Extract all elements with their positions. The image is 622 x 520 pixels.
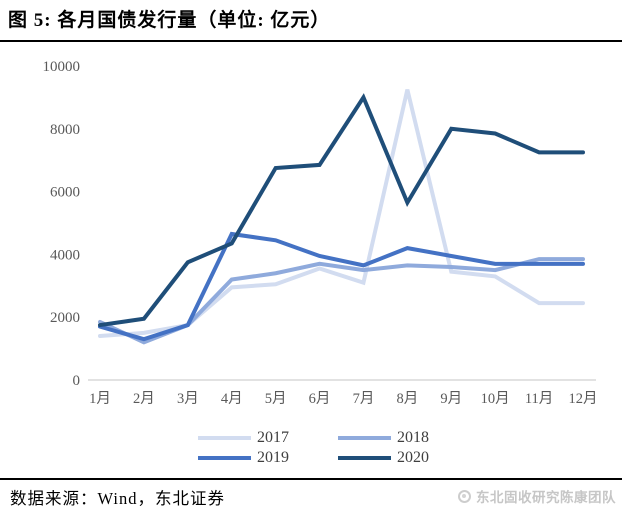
y-axis-tick-label: 8000 — [50, 122, 80, 138]
x-axis-tick-label: 5月 — [265, 391, 287, 407]
x-axis-tick-label: 8月 — [396, 391, 418, 407]
x-axis-tick-label: 1月 — [89, 391, 111, 407]
legend-label-2020: 2020 — [397, 449, 429, 466]
legend-item-2020: 2020 — [338, 449, 478, 467]
legend-label-2018: 2018 — [397, 429, 429, 446]
legend-label-2019: 2019 — [257, 449, 289, 466]
series-line-2017 — [98, 89, 585, 339]
x-axis-tick-label: 9月 — [440, 391, 462, 407]
line-chart: 0 2000 4000 6000 8000 10000 1月 2月 3月 4月 5月 6月 7月 8月 9月… — [43, 59, 598, 407]
legend-label-2017: 2017 — [257, 429, 289, 446]
legend-item-2019: 2019 — [198, 449, 338, 467]
x-axis-tick-label: 7月 — [353, 391, 375, 407]
title-divider — [0, 40, 622, 42]
x-axis-tick-label: 12月 — [569, 391, 598, 407]
legend-swatch-2018 — [338, 435, 391, 441]
series-line-2019 — [98, 231, 585, 342]
x-axis-tick-label: 11月 — [525, 391, 553, 407]
chart-legend: 2017 2018 2019 2020 — [198, 429, 478, 467]
figure-title: 图 5: 各月国债发行量（单位: 亿元） — [8, 10, 331, 31]
legend-swatch-2019 — [198, 455, 251, 461]
y-axis-tick-label: 4000 — [50, 247, 80, 263]
watermark-text: 东北固收研究陈康团队 — [476, 490, 616, 505]
footer-divider — [0, 478, 622, 480]
data-source-text: 数据来源：Wind，东北证券 — [10, 489, 225, 508]
y-axis-tick-label: 10000 — [43, 59, 81, 75]
x-axis-tick-label: 10月 — [481, 391, 510, 407]
legend-item-2017: 2017 — [198, 429, 338, 447]
watermark: 东北固收研究陈康团队 — [458, 486, 616, 506]
y-axis-tick-label: 0 — [73, 373, 81, 389]
x-axis-tick-label: 6月 — [309, 391, 331, 407]
series-line-2020 — [98, 93, 585, 328]
legend-item-2018: 2018 — [338, 429, 478, 447]
x-axis-tick-label: 2月 — [133, 391, 155, 407]
legend-swatch-2020 — [338, 455, 391, 461]
x-axis-tick-label: 4月 — [221, 391, 243, 407]
legend-swatch-2017 — [198, 435, 251, 441]
team-logo-icon — [458, 489, 471, 503]
y-axis-tick-label: 6000 — [50, 185, 80, 201]
x-axis-tick-label: 3月 — [177, 391, 199, 407]
y-axis-tick-label: 2000 — [50, 310, 80, 326]
